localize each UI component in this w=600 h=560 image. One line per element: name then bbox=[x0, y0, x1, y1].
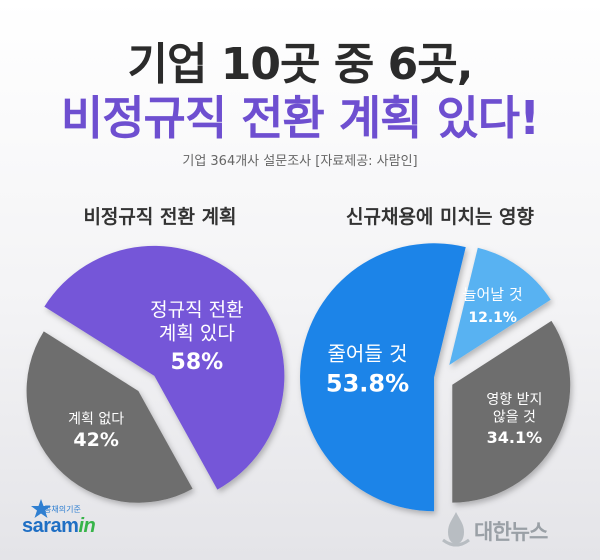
saramin-wordmark-in: in bbox=[78, 515, 96, 537]
pie-hiring-slice-1 bbox=[449, 247, 551, 365]
headline-line-1: 기업 10곳 중 6곳, bbox=[127, 39, 474, 90]
saramin-star-icon bbox=[31, 499, 51, 518]
pie-conversion-slice-0-label-0: 정규직 전환 bbox=[150, 299, 243, 321]
pie-hiring-slice-2-value: 34.1% bbox=[487, 428, 543, 447]
saramin-tagline: 공채의기준 bbox=[44, 505, 81, 514]
news-agency-wordmark: 대한뉴스 bbox=[474, 520, 548, 544]
pie-hiring-slice-0-label-0: 줄어들 것 bbox=[328, 342, 408, 366]
saramin-wordmark: saram bbox=[22, 515, 79, 537]
source-note: 기업 364개사 설문조사 [자료제공: 사람인] bbox=[182, 154, 418, 169]
pie-conversion-slice-1-value: 42% bbox=[73, 429, 118, 451]
pie-conversion-slice-0-label-1: 계획 있다 bbox=[159, 323, 235, 345]
saramin-logo: 공채의기준 saramin bbox=[22, 504, 96, 538]
news-agency-emblem-icon bbox=[442, 512, 470, 547]
pie-hiring-slice-2-label-1: 않을 것 bbox=[493, 410, 536, 426]
pie-hiring-slice-1-value: 12.1% bbox=[468, 310, 517, 326]
chart-title-hiring-impact: 신규채용에 미치는 영향 bbox=[345, 206, 535, 228]
pie-hiring-slice-2 bbox=[452, 320, 571, 503]
pie-hiring-slice-1-label-0: 늘어날 것 bbox=[463, 286, 523, 304]
pie-conversion-slice-1 bbox=[26, 331, 193, 503]
pie-hiring-slice-0 bbox=[300, 243, 466, 512]
pie-conversion-slice-1-label-0: 계획 없다 bbox=[68, 412, 124, 428]
pie-conversion-slice-0 bbox=[44, 245, 285, 490]
pie-conversion-slice-0-value: 58% bbox=[171, 350, 224, 375]
pie-hiring-slice-2-label-0: 영향 받지 bbox=[486, 392, 542, 408]
pie-hiring-slice-0-value: 53.8% bbox=[326, 370, 409, 398]
headline-line-2: 비정규직 전환 계획 있다! bbox=[60, 91, 540, 145]
chart-title-conversion-plan: 비정규직 전환 계획 bbox=[83, 206, 237, 228]
